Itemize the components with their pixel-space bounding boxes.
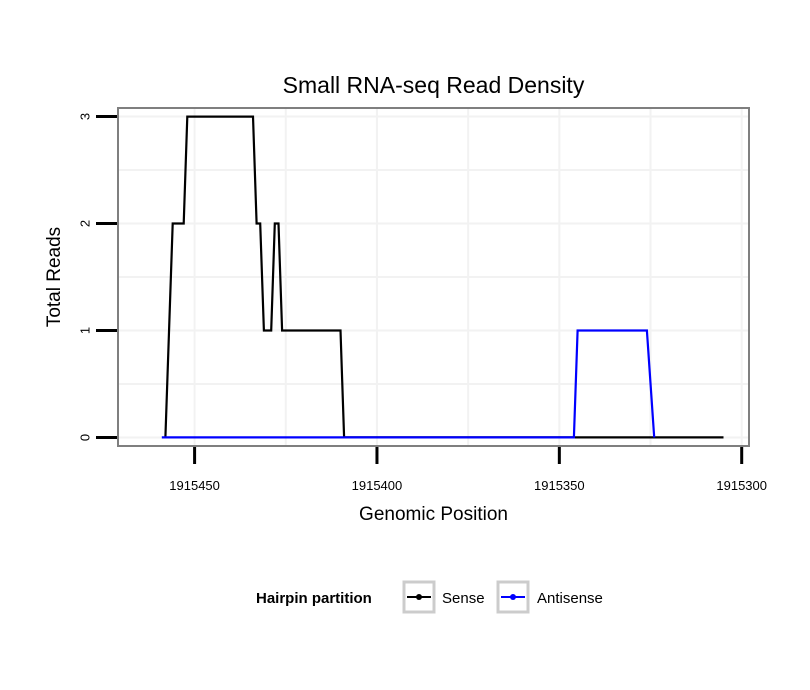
y-axis-title: Total Reads — [44, 227, 65, 327]
plot-panel-border — [117, 107, 750, 447]
legend: Hairpin partition Sense Antisense — [256, 580, 603, 614]
x-tick-label: 1915350 — [534, 478, 585, 493]
x-tick-label: 1915300 — [716, 478, 767, 493]
legend-key-point — [510, 594, 516, 600]
series-line-antisense — [161, 329, 656, 439]
series-line-sense — [164, 115, 724, 439]
y-tick-label: 2 — [78, 220, 93, 227]
grid — [118, 108, 749, 446]
y-tick-label: 0 — [78, 434, 93, 441]
y-tick-label: 1 — [78, 327, 93, 334]
legend-label-antisense: Antisense — [537, 590, 603, 607]
x-tick-label: 1915450 — [169, 478, 220, 493]
legend-label-sense: Sense — [442, 590, 485, 607]
chart-title: Small RNA-seq Read Density — [283, 72, 585, 98]
series-layer — [161, 115, 724, 439]
y-tick-label: 3 — [78, 113, 93, 120]
legend-key-point — [416, 594, 422, 600]
legend-title: Hairpin partition — [256, 590, 372, 607]
x-tick-label: 1915400 — [352, 478, 403, 493]
axes: 1915450 1915400 1915350 1915300 0 1 2 3 — [78, 113, 767, 493]
x-axis-title: Genomic Position — [359, 504, 508, 525]
